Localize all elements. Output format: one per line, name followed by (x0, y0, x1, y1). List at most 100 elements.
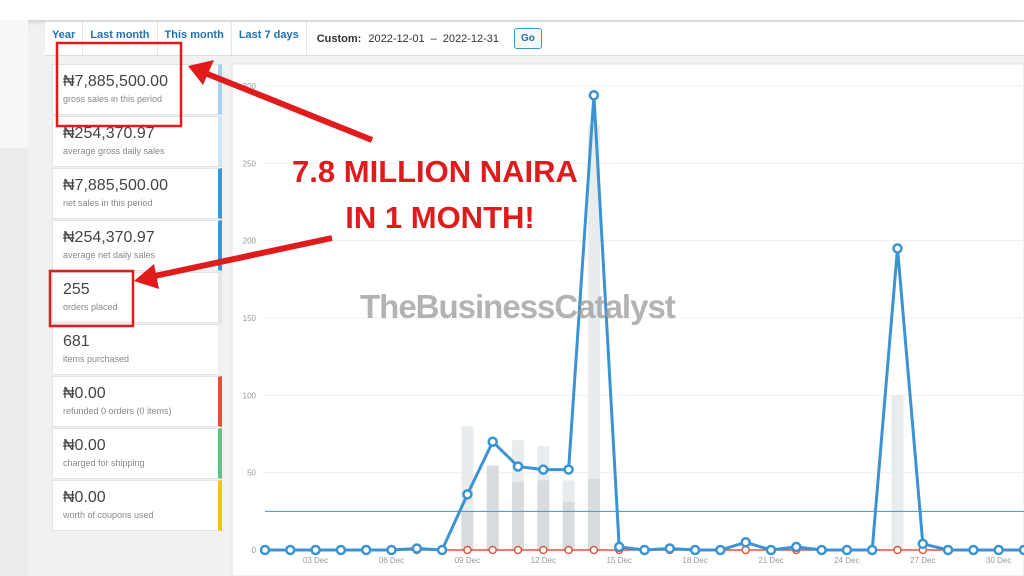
range-tab[interactable]: Last month (83, 22, 158, 55)
stat-label: refunded 0 orders (0 items) (63, 406, 172, 416)
x-tick-label: 21 Dec (758, 556, 783, 565)
point (463, 545, 472, 555)
y-tick-label: 150 (243, 314, 257, 323)
point (942, 544, 954, 556)
bar (486, 466, 499, 550)
stat-label: items purchased (63, 354, 130, 364)
x-tick-label: 09 Dec (455, 556, 480, 565)
highlight-box (48, 269, 135, 328)
stats-panel: ₦7,885,500.00 gross sales in this period ₦… (52, 64, 222, 532)
point (866, 544, 878, 556)
stat-label: net sales in this period (63, 198, 153, 208)
stat-label: worth of coupons used (63, 510, 154, 520)
y-tick-label: 200 (243, 237, 257, 246)
y-tick-label: 300 (243, 82, 257, 91)
arrow-head (188, 60, 214, 85)
x-tick-label: 24 Dec (834, 556, 859, 565)
point (436, 544, 448, 556)
stat-label: average gross daily sales (63, 146, 165, 156)
point (487, 436, 498, 447)
point (335, 544, 347, 556)
y-tick-label: 50 (247, 469, 256, 478)
start-date[interactable]: 2022-12-01 (368, 32, 425, 45)
bar (562, 502, 575, 550)
point (892, 243, 903, 254)
stat-box[interactable]: ₦0.00 refunded 0 orders (0 items) (52, 376, 222, 427)
point (765, 544, 777, 556)
arrow-head (134, 264, 159, 289)
point (1018, 544, 1024, 556)
stat-value: ₦0.00 (63, 385, 106, 402)
point (664, 543, 676, 554)
stat-label: orders placed (63, 302, 118, 312)
x-tick-label: 03 Dec (303, 556, 328, 565)
point (563, 464, 574, 475)
x-tick-label: 30 Dec (986, 556, 1011, 565)
stat-box[interactable]: ₦254,370.97 average gross daily sales (52, 116, 222, 167)
stat-box[interactable]: ₦7,885,500.00 gross sales in this period (52, 64, 222, 115)
point (488, 545, 497, 555)
point (639, 544, 650, 556)
range-tab[interactable]: This month (158, 22, 232, 55)
stat-value: ₦0.00 (63, 489, 106, 506)
annotation: IN 1 MONTH! (345, 200, 534, 235)
x-tick-label: 27 Dec (910, 556, 935, 565)
bar (587, 124, 600, 551)
point (512, 461, 524, 472)
go-button[interactable]: Go (514, 28, 542, 49)
point (360, 544, 372, 556)
stat-box[interactable]: ₦0.00 charged for shipping (52, 428, 222, 479)
y-tick-label: 100 (243, 391, 257, 400)
point (741, 545, 750, 555)
annotation: 7.8 MILLION NAIRA (292, 154, 578, 189)
point (589, 545, 599, 555)
bar (537, 480, 550, 550)
stat-value: 255 (63, 281, 90, 298)
point (816, 544, 827, 556)
stat-value: ₦254,370.97 (63, 125, 155, 142)
bar (512, 481, 524, 550)
point (310, 544, 321, 556)
bar (461, 511, 474, 550)
x-tick-label: 12 Dec (531, 556, 556, 565)
bar (891, 395, 904, 550)
point (462, 489, 473, 500)
range-tab[interactable]: Last 7 days (232, 22, 307, 55)
point (513, 545, 523, 555)
stat-value: ₦0.00 (63, 437, 106, 454)
stat-label: charged for shipping (63, 458, 145, 468)
end-date[interactable]: 2022-12-31 (442, 32, 500, 45)
highlight-box (55, 41, 183, 128)
point (993, 544, 1004, 556)
arrow (203, 70, 374, 143)
arrow (149, 235, 333, 280)
x-tick-label: 15 Dec (607, 556, 632, 565)
y-tick-label: 250 (243, 159, 257, 168)
point (917, 538, 929, 550)
y-tick-label: 0 (252, 546, 257, 555)
point (689, 544, 701, 556)
range-tab[interactable]: Year (45, 22, 84, 55)
stat-box[interactable]: ₦0.00 worth of coupons used (52, 480, 222, 531)
point (893, 545, 902, 555)
point (968, 544, 979, 556)
point (538, 464, 549, 475)
stat-box[interactable]: 681 items purchased (52, 324, 222, 375)
x-tick-label: 18 Dec (682, 556, 707, 565)
custom-label: Custom: (316, 32, 362, 45)
stat-value: ₦254,370.97 (63, 229, 155, 246)
top-bar (0, 0, 1024, 20)
date-separator: – (430, 32, 437, 45)
point (588, 90, 600, 101)
point (411, 543, 423, 554)
range-tabs: Year Last month This month Last 7 days Custo… (45, 22, 1024, 56)
stat-box[interactable]: ₦254,370.97 average net daily sales (52, 220, 222, 271)
point (386, 544, 397, 556)
point (791, 541, 802, 553)
stat-value: 681 (63, 333, 90, 350)
stat-value: ₦7,885,500.00 (63, 177, 168, 194)
point (564, 545, 573, 555)
stat-box[interactable]: ₦7,885,500.00 net sales in this period (52, 168, 222, 219)
stat-value: ₦7,885,500.00 (63, 73, 168, 90)
